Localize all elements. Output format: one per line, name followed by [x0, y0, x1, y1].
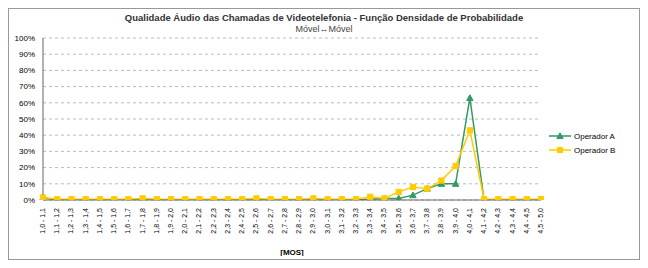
svg-text:2,7 - 2,8: 2,7 - 2,8	[281, 208, 288, 234]
svg-text:3,7 - 3,8: 3,7 - 3,8	[423, 208, 430, 234]
svg-text:4,0 - 4,1: 4,0 - 4,1	[466, 208, 473, 234]
svg-text:1,6 - 1,7: 1,6 - 1,7	[124, 208, 131, 234]
svg-text:2,0 - 2,1: 2,0 - 2,1	[181, 208, 188, 234]
svg-text:20%: 20%	[19, 163, 35, 172]
svg-text:1,4 - 1,5: 1,4 - 1,5	[96, 208, 103, 234]
svg-text:4,5 - 5,0: 4,5 - 5,0	[537, 208, 544, 234]
svg-text:40%: 40%	[19, 131, 35, 140]
svg-text:3,6 - 3,7: 3,6 - 3,7	[409, 208, 416, 234]
svg-text:2,8 - 2,9: 2,8 - 2,9	[295, 208, 302, 234]
svg-text:2,5 - 2,6: 2,5 - 2,6	[252, 208, 259, 234]
svg-text:3,5 - 3,6: 3,5 - 3,6	[395, 208, 402, 234]
svg-text:3,4 - 3,5: 3,4 - 3,5	[380, 208, 387, 234]
svg-text:4,3 - 4,4: 4,3 - 4,4	[509, 208, 516, 234]
svg-text:1,5 - 1,6: 1,5 - 1,6	[110, 208, 117, 234]
svg-text:0%: 0%	[23, 196, 35, 205]
svg-text:50%: 50%	[19, 115, 35, 124]
svg-text:[MOS]: [MOS]	[280, 248, 304, 256]
svg-text:3,8 - 3,9: 3,8 - 3,9	[437, 208, 444, 234]
svg-text:4,2 - 4,3: 4,2 - 4,3	[494, 208, 501, 234]
svg-text:80%: 80%	[19, 66, 35, 75]
svg-text:3,9 - 4,0: 3,9 - 4,0	[452, 208, 459, 234]
svg-text:60%: 60%	[19, 99, 35, 108]
svg-text:1,2 - 1,3: 1,2 - 1,3	[67, 208, 74, 234]
html-text:Qualidade Áudio das Chamadas d: Qualidade Áudio das Chamadas de Videotel…	[124, 12, 524, 23]
html-text:Operador B: Operador B	[574, 145, 616, 155]
svg-text:4,4 - 4,5: 4,4 - 4,5	[523, 208, 530, 234]
svg-text:2,6 - 2,7: 2,6 - 2,7	[267, 208, 274, 234]
html-text:Móvel↔Móvel: Móvel↔Móvel	[295, 24, 353, 34]
svg-text:1,9 - 2,0: 1,9 - 2,0	[167, 208, 174, 234]
svg-text:1,8 - 1,9: 1,8 - 1,9	[153, 208, 160, 234]
svg-text:2,4 - 2,5: 2,4 - 2,5	[238, 208, 245, 234]
svg-text:3,2 - 3,3: 3,2 - 3,3	[352, 208, 359, 234]
svg-text:1,1 - 1,2: 1,1 - 1,2	[53, 208, 60, 234]
svg-text:100%: 100%	[15, 34, 35, 43]
svg-text:2,9 - 3,0: 2,9 - 3,0	[309, 208, 316, 234]
html-text:Operador A: Operador A	[574, 131, 615, 141]
svg-text:30%: 30%	[19, 147, 35, 156]
svg-text:1,7 - 1,8: 1,7 - 1,8	[139, 208, 146, 234]
svg-text:1,0 - 1,1: 1,0 - 1,1	[39, 208, 46, 234]
svg-text:10%: 10%	[19, 180, 35, 189]
svg-text:3,1 - 3,2: 3,1 - 3,2	[338, 208, 345, 234]
svg-text:90%: 90%	[19, 50, 35, 59]
svg-text:70%: 70%	[19, 82, 35, 91]
svg-text:1,3 - 1,4: 1,3 - 1,4	[82, 208, 89, 234]
svg-text:2,1 - 2,2: 2,1 - 2,2	[195, 208, 202, 234]
svg-text:4,1 - 4,2: 4,1 - 4,2	[480, 208, 487, 234]
svg-text:2,2 - 2,3: 2,2 - 2,3	[210, 208, 217, 234]
svg-text:2,3 - 2,4: 2,3 - 2,4	[224, 208, 231, 234]
svg-text:3,3 - 3,4: 3,3 - 3,4	[366, 208, 373, 234]
svg-text:3,0 - 3,1: 3,0 - 3,1	[324, 208, 331, 234]
